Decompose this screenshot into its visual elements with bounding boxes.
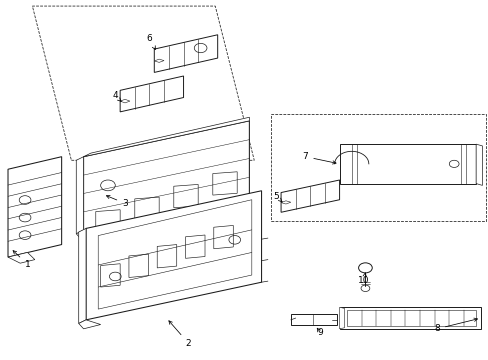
Polygon shape	[281, 180, 339, 212]
Polygon shape	[339, 307, 344, 329]
Polygon shape	[339, 307, 480, 329]
Polygon shape	[8, 252, 35, 263]
Text: 2: 2	[168, 321, 191, 348]
Text: 5: 5	[273, 192, 282, 202]
Text: 10: 10	[358, 273, 369, 285]
Polygon shape	[120, 76, 183, 112]
Polygon shape	[8, 157, 61, 257]
Polygon shape	[86, 191, 261, 320]
Polygon shape	[76, 230, 96, 239]
Polygon shape	[76, 157, 83, 234]
Polygon shape	[79, 228, 86, 323]
Polygon shape	[475, 144, 482, 185]
Text: 9: 9	[317, 328, 322, 337]
Text: 8: 8	[433, 318, 476, 333]
Text: 4: 4	[112, 91, 121, 101]
Polygon shape	[339, 144, 475, 184]
Polygon shape	[83, 121, 249, 230]
Polygon shape	[79, 320, 101, 329]
Text: 6: 6	[146, 34, 155, 49]
Polygon shape	[154, 35, 217, 72]
Polygon shape	[290, 315, 336, 325]
Polygon shape	[83, 117, 249, 157]
Text: 3: 3	[106, 195, 128, 208]
Text: 1: 1	[13, 251, 30, 269]
Text: 7: 7	[302, 152, 335, 164]
